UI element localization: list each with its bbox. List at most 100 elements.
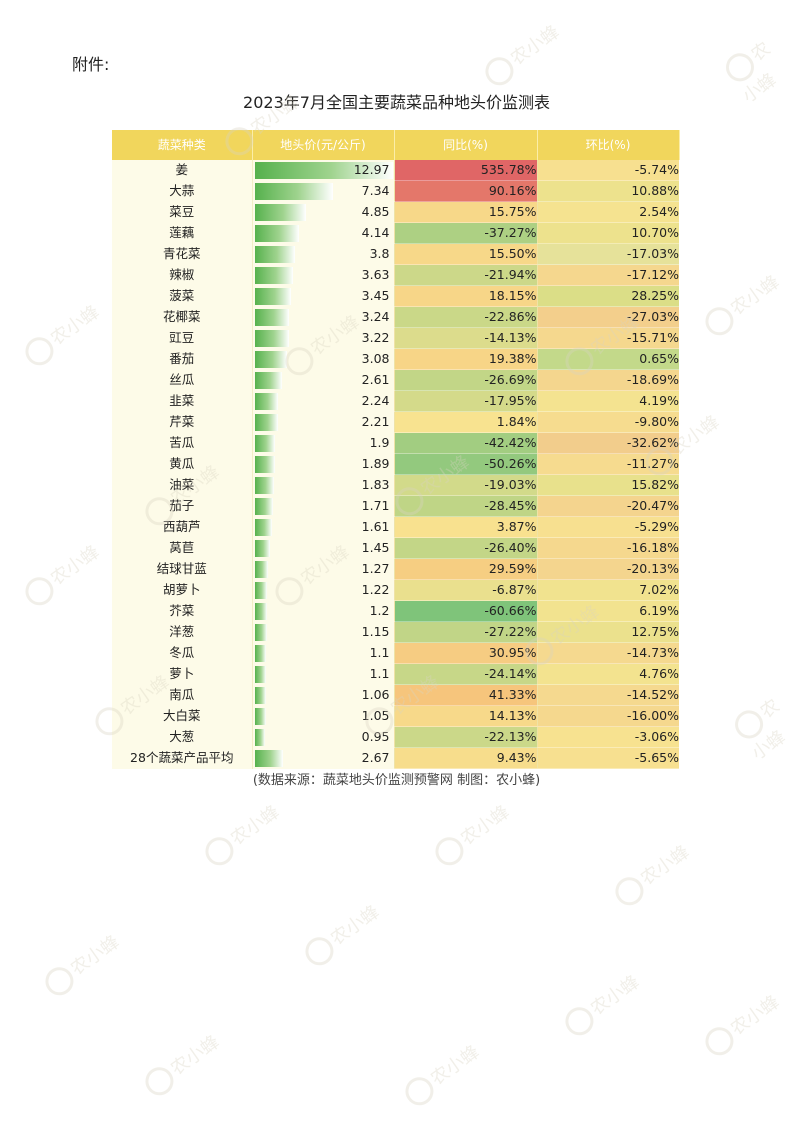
yoy-cell: -24.14% xyxy=(393,663,537,685)
price-bar xyxy=(254,686,266,704)
watermark-logo: 农小蜂 xyxy=(39,928,125,1001)
table-row: 萝卜 1.1 -24.14% 4.76% xyxy=(112,663,679,685)
price-value: 1.05 xyxy=(361,708,390,723)
table-row: 丝瓜 2.61 -26.69% -18.69% xyxy=(112,369,679,391)
header-mom: 环比(%) xyxy=(537,130,680,160)
mom-cell: -15.71% xyxy=(536,327,679,349)
vegetable-name: 28个蔬菜产品平均 xyxy=(112,747,252,769)
mom-cell: -17.12% xyxy=(536,264,679,286)
price-value: 12.97 xyxy=(353,162,390,178)
table-row: 黄瓜 1.89 -50.26% -11.27% xyxy=(112,453,679,475)
price-bar xyxy=(254,644,267,662)
table-row: 豇豆 3.22 -14.13% -15.71% xyxy=(112,327,679,349)
yoy-cell: -26.40% xyxy=(393,537,537,559)
table-row: 大葱 0.95 -22.13% -3.06% xyxy=(112,726,679,748)
price-value: 1.22 xyxy=(361,582,390,597)
header-yoy: 同比(%) xyxy=(394,130,538,160)
price-bar xyxy=(254,287,292,305)
watermark-text: 农小蜂 xyxy=(47,541,104,590)
mom-cell: 15.82% xyxy=(536,474,679,496)
vegetable-name: 韭菜 xyxy=(112,390,252,412)
price-cell: 1.22 xyxy=(251,579,394,601)
mom-cell: 2.54% xyxy=(536,201,679,223)
table-row: 28个蔬菜产品平均 2.67 9.43% -5.65% xyxy=(112,747,679,769)
vegetable-name: 萝卜 xyxy=(112,663,252,685)
yoy-cell: 90.16% xyxy=(393,180,537,202)
watermark-text: 农小蜂 xyxy=(227,801,284,850)
bee-icon xyxy=(19,331,59,371)
vegetable-name: 豇豆 xyxy=(112,327,252,349)
price-cell: 1.05 xyxy=(251,705,394,727)
table-row: 花椰菜 3.24 -22.86% -27.03% xyxy=(112,306,679,328)
bee-icon xyxy=(479,51,519,91)
bee-icon xyxy=(720,47,760,87)
mom-cell: 4.76% xyxy=(536,663,679,685)
vegetable-price-table: 蔬菜种类 地头价(元/公斤) 同比(%) 环比(%) 姜 12.97 535.78%… xyxy=(112,130,680,769)
price-bar xyxy=(254,497,273,515)
price-value: 3.45 xyxy=(361,288,390,303)
price-value: 1.83 xyxy=(361,477,390,492)
watermark-logo: 农小蜂 xyxy=(609,838,695,911)
table-row: 番茄 3.08 19.38% 0.65% xyxy=(112,348,679,370)
mom-cell: -18.69% xyxy=(536,369,679,391)
price-cell: 3.8 xyxy=(251,243,394,265)
yoy-cell: 15.50% xyxy=(393,243,537,265)
watermark-text: 农小蜂 xyxy=(457,801,514,850)
price-cell: 3.08 xyxy=(251,348,394,370)
price-value: 3.08 xyxy=(361,351,390,366)
mom-cell: -5.29% xyxy=(536,516,679,538)
vegetable-name: 姜 xyxy=(112,160,252,181)
price-cell: 3.63 xyxy=(251,264,394,286)
price-cell: 3.24 xyxy=(251,306,394,328)
table-row: 油菜 1.83 -19.03% 15.82% xyxy=(112,474,679,496)
price-cell: 1.89 xyxy=(251,453,394,475)
price-value: 1.15 xyxy=(361,624,390,639)
bee-icon xyxy=(399,1071,439,1111)
vegetable-name: 大蒜 xyxy=(112,180,252,202)
price-cell: 1.61 xyxy=(251,516,394,538)
price-cell: 1.15 xyxy=(251,621,394,643)
table-row: 冬瓜 1.1 30.95% -14.73% xyxy=(112,642,679,664)
table-row: 洋葱 1.15 -27.22% 12.75% xyxy=(112,621,679,643)
price-bar xyxy=(254,162,393,179)
price-cell: 7.34 xyxy=(251,180,394,202)
price-bar xyxy=(254,182,333,200)
price-value: 1.2 xyxy=(369,603,390,618)
mom-cell: 6.19% xyxy=(536,600,679,622)
watermark-text: 农小蜂 xyxy=(427,1041,484,1090)
price-bar xyxy=(254,350,288,368)
table-row: 大蒜 7.34 90.16% 10.88% xyxy=(112,180,679,202)
mom-cell: 10.70% xyxy=(536,222,679,244)
watermark-logo: 农小蜂 xyxy=(479,18,565,91)
price-bar xyxy=(254,665,267,683)
yoy-cell: -28.45% xyxy=(393,495,537,517)
table-row: 苦瓜 1.9 -42.42% -32.62% xyxy=(112,432,679,454)
yoy-cell: -14.13% xyxy=(393,327,537,349)
vegetable-name: 番茄 xyxy=(112,348,252,370)
yoy-cell: -6.87% xyxy=(393,579,537,601)
yoy-cell: 19.38% xyxy=(393,348,537,370)
bee-icon xyxy=(299,931,339,971)
mom-cell: 12.75% xyxy=(536,621,679,643)
price-bar xyxy=(254,392,279,410)
price-bar xyxy=(254,434,275,452)
price-cell: 1.27 xyxy=(251,558,394,580)
price-bar xyxy=(254,560,268,578)
yoy-cell: -22.13% xyxy=(393,726,537,748)
price-bar xyxy=(254,245,295,263)
bee-icon xyxy=(699,301,739,341)
mom-cell: -5.65% xyxy=(536,747,679,769)
watermark-logo: 农小蜂 xyxy=(429,798,515,871)
price-value: 1.06 xyxy=(361,687,390,702)
yoy-cell: 30.95% xyxy=(393,642,537,664)
mom-cell: -3.06% xyxy=(536,726,679,748)
table-body: 姜 12.97 535.78% -5.74% 大蒜 7.34 90.16% 10.88% 菜豆 4… xyxy=(112,160,679,769)
price-cell: 4.14 xyxy=(251,222,394,244)
mom-cell: -32.62% xyxy=(536,432,679,454)
table-row: 西葫芦 1.61 3.87% -5.29% xyxy=(112,516,679,538)
watermark-text: 农小蜂 xyxy=(727,271,784,320)
mom-cell: -16.00% xyxy=(536,705,679,727)
price-cell: 2.24 xyxy=(251,390,394,412)
price-value: 2.21 xyxy=(361,414,390,429)
price-bar xyxy=(254,581,268,599)
